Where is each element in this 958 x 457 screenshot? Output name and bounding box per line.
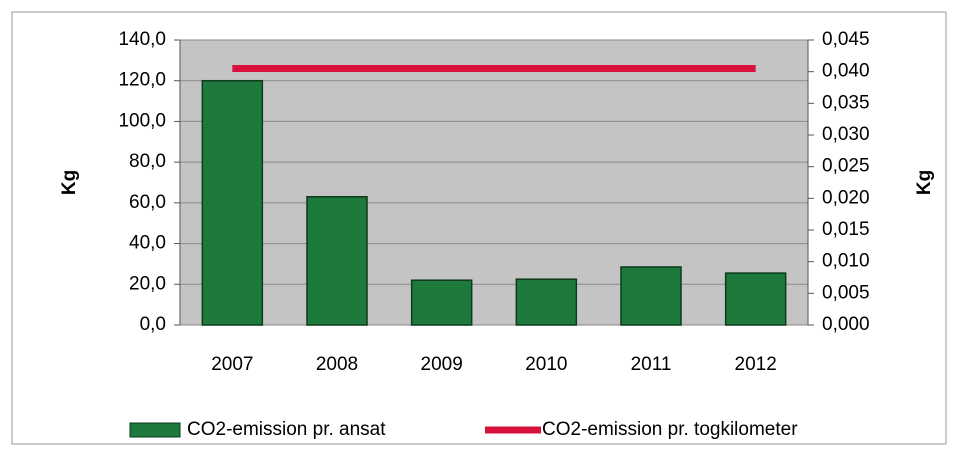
y2-tick-label: 0,025 <box>822 156 870 177</box>
plot-area <box>180 40 808 325</box>
y-tick-label: 100,0 <box>118 110 166 131</box>
y-tick-label: 40,0 <box>129 233 166 254</box>
bar <box>515 278 578 326</box>
x-tick-label: 2010 <box>525 354 567 375</box>
y2-tick-label: 0,045 <box>822 29 870 50</box>
y-tick-label: 80,0 <box>129 151 166 172</box>
y-axis-label: Kg <box>59 170 80 195</box>
legend-swatch <box>129 422 181 438</box>
y2-tick-label: 0,005 <box>822 282 870 303</box>
y2-tick-label: 0,015 <box>822 219 870 240</box>
bar <box>306 196 368 326</box>
y-tick-label: 20,0 <box>129 273 166 294</box>
bar <box>620 266 682 326</box>
y2-tick-label: 0,030 <box>822 124 870 145</box>
x-tick-label: 2007 <box>211 354 253 375</box>
y2-tick-label: 0,040 <box>822 61 870 82</box>
y2-axis-label: Kg <box>914 170 935 195</box>
y2-tick-label: 0,000 <box>822 314 870 335</box>
x-tick-label: 2012 <box>735 354 777 375</box>
x-tick-label: 2011 <box>631 354 672 375</box>
bar <box>410 279 473 326</box>
y-tick-label: 120,0 <box>118 70 166 91</box>
y2-tick-label: 0,020 <box>822 187 870 208</box>
legend-label: CO2-emission pr. ansat <box>187 419 386 440</box>
x-tick-label: 2008 <box>316 354 358 375</box>
x-tick-label: 2009 <box>421 354 463 375</box>
y-tick-label: 60,0 <box>129 192 166 213</box>
bar <box>724 272 787 326</box>
y-tick-label: 0,0 <box>140 314 166 335</box>
y2-tick-label: 0,010 <box>822 251 870 272</box>
bar <box>201 79 264 326</box>
legend-label: CO2-emission pr. togkilometer <box>542 419 798 440</box>
y2-tick-label: 0,035 <box>822 92 870 113</box>
y-tick-label: 140,0 <box>118 29 166 50</box>
